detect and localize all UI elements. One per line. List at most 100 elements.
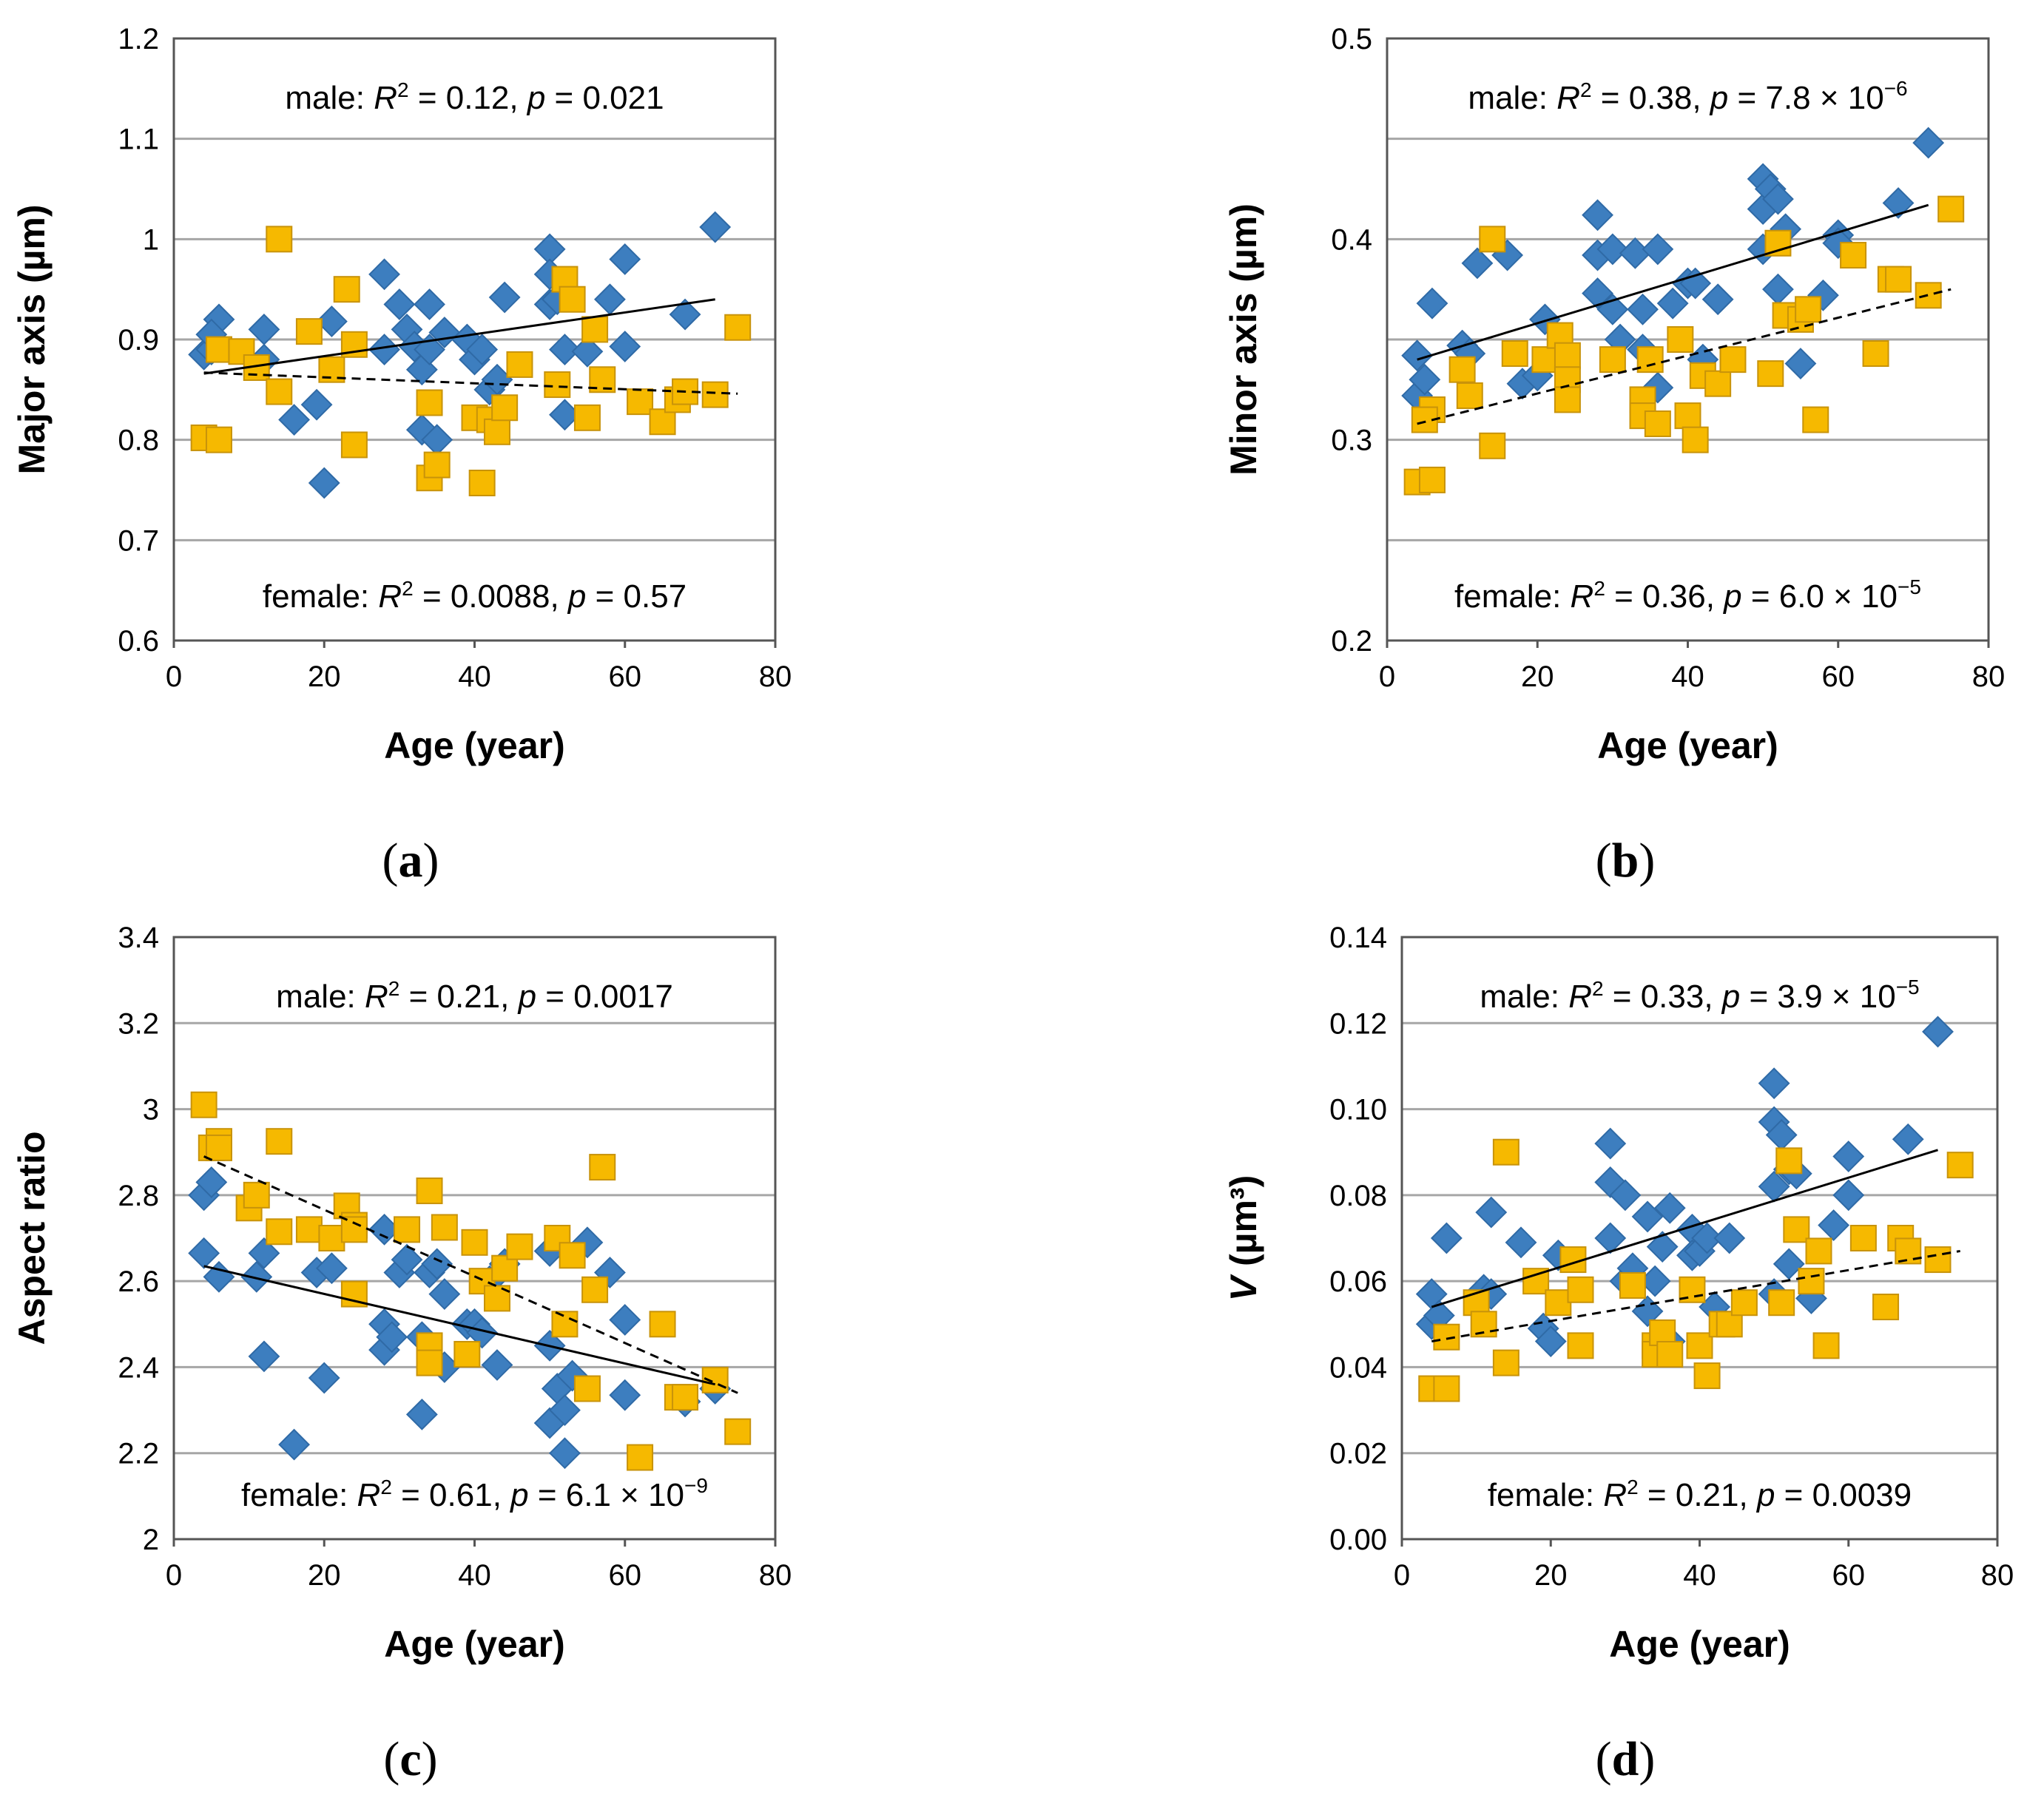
y-tick-label: 0.7 [118, 524, 159, 557]
y-tick-label: 0.5 [1331, 23, 1372, 55]
female-point [701, 381, 729, 408]
female-point [1915, 282, 1942, 309]
female-point [461, 1229, 488, 1256]
male-fit-line [1431, 1149, 1938, 1308]
female-point [1924, 1246, 1952, 1274]
male-stats-annotation: male: R2 = 0.12, p = 0.021 [285, 78, 664, 116]
female-point [1805, 1237, 1832, 1265]
y-tick-label: 0.10 [1329, 1094, 1387, 1126]
male-point [240, 1260, 273, 1293]
male-point [1912, 126, 1945, 159]
female-point [724, 314, 752, 341]
female-point [1895, 1237, 1922, 1265]
male-point [248, 1340, 280, 1373]
x-tick-label: 20 [1534, 1559, 1568, 1592]
female-point [649, 408, 676, 436]
panel-label: (a) [382, 834, 439, 888]
male-point [405, 1398, 438, 1430]
female-point [559, 285, 586, 313]
male-point [466, 334, 499, 365]
female-stats-annotation: female: R2 = 0.61, p = 6.1 × 10−9 [241, 1474, 708, 1513]
male-point [1773, 1248, 1805, 1280]
female-point [559, 1242, 586, 1269]
female-point [506, 1233, 533, 1260]
x-tick-label: 60 [1832, 1559, 1866, 1592]
y-tick-label: 1.1 [118, 124, 159, 156]
male-point [481, 1349, 513, 1381]
female-point [1531, 346, 1559, 374]
male-point [609, 331, 641, 362]
female-point [581, 1276, 609, 1303]
female-point [1885, 266, 1912, 293]
x-tick-label: 80 [1981, 1559, 2014, 1592]
male-point [1922, 1016, 1954, 1048]
male-point [1430, 1222, 1463, 1254]
female-stats-annotation: female: R2 = 0.21, p = 0.0039 [1488, 1476, 1912, 1513]
female-point [1812, 1332, 1840, 1359]
y-tick-label: 0.02 [1329, 1438, 1387, 1470]
female-point [1802, 406, 1829, 433]
female-point [1567, 1332, 1594, 1359]
male-point [1475, 1196, 1508, 1229]
chart-panel-d: 0.00 0.02 0.04 0.06 0.08 0.10 0.12 0.14 0 20 40 60 8… [1223, 922, 2014, 1665]
female-point [1768, 1289, 1795, 1317]
y-tick-label: 0.2 [1331, 625, 1372, 658]
male-point [1631, 1200, 1664, 1233]
male-point [1762, 183, 1794, 215]
female-point [1840, 242, 1867, 269]
x-axis-label: Age (year) [384, 1623, 565, 1665]
female-point [581, 316, 609, 343]
y-tick-label: 0.14 [1329, 922, 1387, 954]
male-point [1416, 287, 1448, 320]
female-point [1479, 432, 1506, 459]
female-point [1667, 326, 1694, 353]
male-point [609, 243, 641, 275]
female-point [649, 1311, 676, 1338]
female-point [318, 1225, 345, 1251]
male-point [1701, 283, 1734, 316]
female-point [423, 451, 451, 479]
female-point [1599, 346, 1626, 374]
male-stats-annotation: male: R2 = 0.21, p = 0.0017 [276, 977, 673, 1015]
y-tick-label: 3 [143, 1094, 159, 1126]
male-point [428, 1278, 461, 1310]
male-point [1609, 1179, 1642, 1212]
x-tick-label: 80 [759, 660, 792, 693]
female-point [416, 389, 443, 416]
y-tick-label: 2 [143, 1524, 159, 1556]
x-tick-label: 60 [1822, 660, 1855, 693]
male-point [1882, 187, 1915, 219]
female-point [1418, 466, 1446, 493]
x-tick-label: 80 [759, 1559, 792, 1592]
male-point [1409, 363, 1441, 396]
male-point [1784, 348, 1817, 379]
male-point [1401, 339, 1434, 372]
male-point [308, 1362, 340, 1394]
panel-label: (c) [383, 1732, 437, 1786]
panel-label: (b) [1596, 834, 1656, 888]
female-point [1937, 195, 1965, 223]
female-point [1862, 339, 1889, 367]
male-point [1627, 293, 1659, 325]
x-tick-label: 80 [1972, 660, 2006, 693]
male-point [1461, 247, 1494, 280]
x-tick-label: 0 [1379, 660, 1395, 693]
y-axis-label: V (µm³) [1223, 1175, 1264, 1301]
male-point [1758, 1067, 1790, 1100]
female-point [431, 1214, 458, 1241]
female-point [266, 226, 293, 253]
female-point [416, 1177, 443, 1205]
male-point [1594, 1127, 1627, 1160]
male-point [1818, 1209, 1850, 1241]
y-tick-label: 3.2 [118, 1007, 159, 1040]
male-stats-annotation: male: R2 = 0.38, p = 7.8 × 10−6 [1468, 77, 1907, 116]
female-point [453, 1340, 481, 1368]
male-point [300, 388, 333, 421]
female-point [483, 1285, 510, 1312]
chart-panel-a: 0.6 0.7 0.8 0.9 1 1.1 1.2 0 20 40 60 80 Age (year) Ma… [11, 23, 792, 766]
male-point [1691, 1222, 1723, 1254]
male-point [368, 258, 400, 291]
male-point [549, 1437, 581, 1470]
chart-panel-c: 2 2.2 2.4 2.6 2.8 3 3.2 3.4 0 20 40 60 80 Age (year) A… [11, 922, 792, 1665]
male-point [1892, 1123, 1924, 1155]
